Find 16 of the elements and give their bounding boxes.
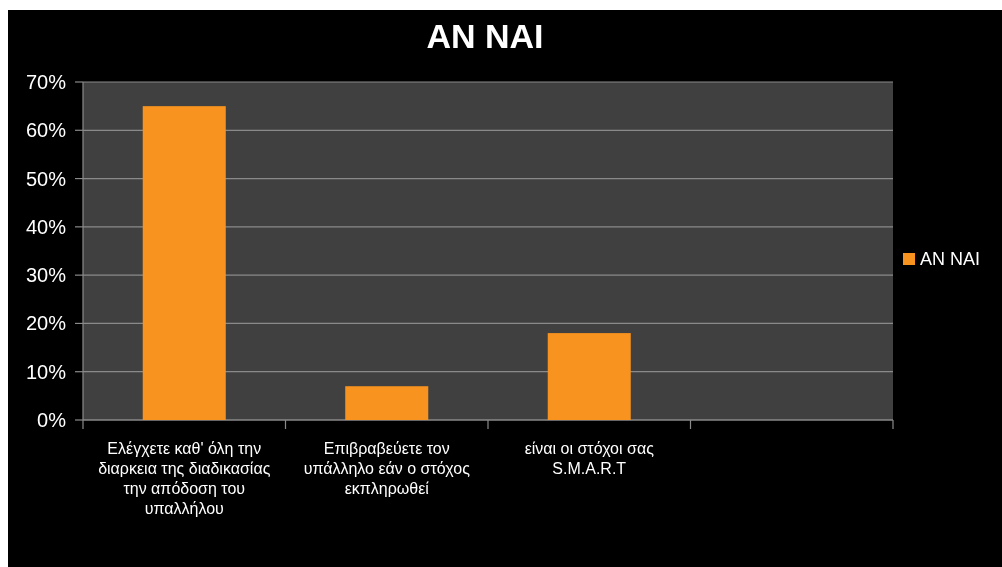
y-tick-label: 70% [25, 71, 67, 93]
legend-label: ΑΝ ΝΑΙ [920, 249, 981, 270]
x-tick-label: είναι οι στόχοι σας S.M.A.R.T [524, 440, 655, 477]
x-tick-label: Επιβραβεύετε τον υπάλληλο εάν ο στόχος εκπληρωθεί [303, 440, 471, 497]
chart-title: ΑΝ ΝΑΙ [426, 17, 544, 55]
y-tick-label: 30% [25, 264, 67, 287]
x-tick-label: Ελέγχετε καθ' όλη την διαρκεια της διαδικασίας την απόδοση του υπαλλήλου [98, 440, 271, 517]
bar [142, 106, 226, 420]
y-tick-label: 60% [25, 119, 67, 142]
y-tick-label: 50% [25, 167, 67, 190]
bar [345, 386, 429, 420]
y-tick-label: 0% [37, 409, 67, 431]
y-tick-label: 40% [25, 215, 67, 238]
bar [547, 333, 631, 420]
y-tick-label: 10% [25, 360, 67, 383]
y-tick-label: 20% [25, 312, 67, 335]
